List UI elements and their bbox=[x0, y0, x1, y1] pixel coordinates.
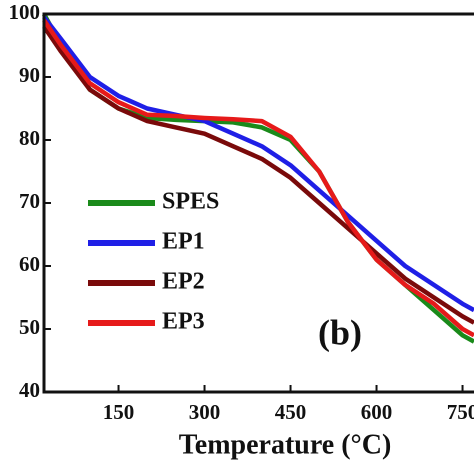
y-tick-label: 50 bbox=[19, 315, 40, 339]
x-tick-label: 450 bbox=[275, 400, 307, 424]
data-line bbox=[42, 25, 474, 325]
x-tick-label: 600 bbox=[361, 400, 393, 424]
data-line bbox=[42, 15, 474, 313]
y-tick-label: 40 bbox=[19, 378, 40, 402]
legend-label: EP3 bbox=[162, 309, 205, 335]
x-tick-label: 300 bbox=[189, 400, 221, 424]
legend-label: EP2 bbox=[162, 269, 205, 295]
legend-label: EP1 bbox=[162, 229, 205, 255]
data-line bbox=[42, 19, 474, 338]
legend-label: SPES bbox=[162, 189, 219, 215]
plot-frame bbox=[42, 12, 474, 394]
annotation: (b) bbox=[318, 312, 362, 352]
y-tick-label: 80 bbox=[19, 126, 40, 150]
y-tick-label: 60 bbox=[19, 252, 40, 276]
y-tick-label: 100 bbox=[9, 0, 41, 24]
x-tick-label: 150 bbox=[103, 400, 135, 424]
y-tick-label: 90 bbox=[19, 63, 40, 87]
y-tick-label: 70 bbox=[19, 189, 40, 213]
x-tick-label: 750 bbox=[447, 400, 474, 424]
data-line bbox=[42, 12, 474, 344]
x-axis-label: Temperature (°C) bbox=[179, 429, 392, 460]
